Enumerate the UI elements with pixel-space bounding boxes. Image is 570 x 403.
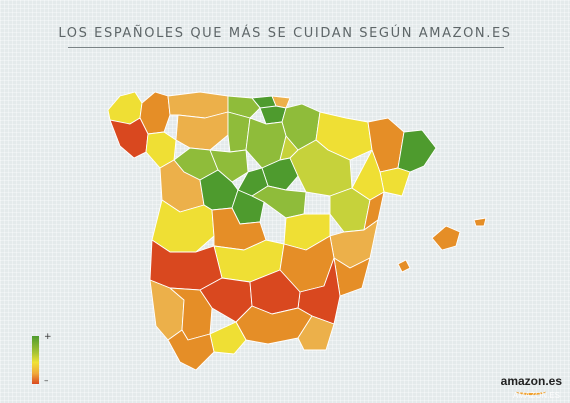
- province-cantabria: [227, 95, 261, 119]
- map-title: LOS ESPAÑOLES QUE MÁS SE CUIDAN SEGÚN AM…: [58, 26, 512, 41]
- amazon-logo: amazon.es: [500, 374, 562, 388]
- province-girona: [397, 129, 437, 173]
- amazon-smile-icon: [516, 388, 546, 395]
- province-baleares-menorca: [473, 217, 487, 227]
- province-cadiz: [167, 329, 215, 371]
- province-tarragona: [351, 149, 385, 201]
- watermark: AMAZON.ES: [512, 391, 560, 400]
- province-pontevedra: [109, 117, 149, 159]
- legend-top-label: +: [44, 332, 52, 342]
- province-almeria: [297, 315, 335, 351]
- legend-bottom-label: –: [44, 376, 49, 386]
- title-divider: [68, 47, 504, 48]
- legend-color-scale: [32, 336, 39, 384]
- province-baleares-mallorca: [431, 225, 461, 251]
- province-barcelona: [379, 167, 411, 197]
- province-leon: [175, 111, 229, 151]
- province-baleares-ibiza: [397, 259, 411, 273]
